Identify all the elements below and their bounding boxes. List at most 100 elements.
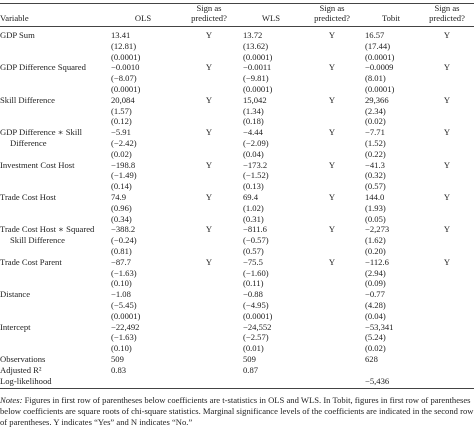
cell-line: −87.7 <box>111 256 131 267</box>
variable-name: GDP Difference Squared <box>0 62 86 73</box>
estimate-cell: −5.91 (−2.42) (0.02) <box>108 127 178 159</box>
cell-line: (0.22) <box>365 148 386 159</box>
cell-line: (0.96) <box>111 202 132 213</box>
cell-line: (0.02) <box>365 116 386 127</box>
variable-name: Investment Cost Host <box>0 159 75 170</box>
cell-line: (0.02) <box>365 343 386 354</box>
cell-line: 13.72 <box>243 30 263 40</box>
cell-line: (0.0001) <box>111 83 141 94</box>
cell-line: (0.11) <box>243 278 264 289</box>
sign-cell: Y <box>328 256 336 267</box>
column-header: Tobit <box>362 3 420 27</box>
cell-line: 20,084 <box>111 94 135 105</box>
estimate-cell: 509 <box>240 354 302 365</box>
table-body: GDP Sum 13.41 (12.81) (0.0001) Y 13.72 (13.62)… <box>0 27 474 390</box>
sign-cell: Y <box>443 30 451 40</box>
cell-line: 509 <box>243 353 256 364</box>
cell-line: (0.0001) <box>111 310 141 321</box>
estimate-cell: −0.0010 (−8.07) (0.0001) <box>108 62 178 94</box>
cell-line: (0.09) <box>365 278 386 289</box>
cell-line: (1.34) <box>243 105 264 116</box>
empty-cell <box>302 322 362 354</box>
empty-cell <box>178 289 240 321</box>
cell-line: −1.08 <box>111 289 131 300</box>
cell-line: (2.94) <box>365 267 386 278</box>
empty-cell <box>420 375 474 390</box>
cell-line: −41.3 <box>365 159 385 170</box>
variable-name: Log-likelihood <box>0 375 108 390</box>
cell-line: (0.04) <box>365 310 386 321</box>
estimate-cell: −388.2 (−0.24) (0.81) <box>108 224 178 256</box>
empty-cell <box>240 375 302 390</box>
cell-line: (−1.49) <box>111 170 137 181</box>
estimate-cell: 13.41 (12.81) (0.0001) <box>108 27 178 63</box>
estimate-cell: −75.5 (−1.60) (0.11) <box>240 257 302 289</box>
cell-line: (−1.60) <box>243 267 269 278</box>
table-row: Adjusted R² 0.83 0.87 <box>0 365 474 376</box>
estimate-cell: 0.83 <box>108 365 178 376</box>
table-row: Trade Cost Host 74.9 (0.96) (0.34) Y 69.4 (1.0… <box>0 192 474 224</box>
estimate-cell: −7.71 (1.52) (0.22) <box>362 127 420 159</box>
results-table: Variable OLS Sign as predicted? WLS Sign as … <box>0 3 474 390</box>
estimate-cell: −112.6 (2.94) (0.09) <box>362 257 420 289</box>
cell-line: (1.62) <box>365 235 386 246</box>
estimate-cell: −0.0011 (−9.81) (0.0001) <box>240 62 302 94</box>
estimate-cell: −87.7 (−1.63) (0.10) <box>108 257 178 289</box>
variable-name: Adjusted R² <box>0 364 42 375</box>
sign-cell: Y <box>205 256 213 267</box>
estimate-cell: 74.9 (0.96) (0.34) <box>108 192 178 224</box>
cell-line: −4.44 <box>243 127 263 138</box>
sign-cell: Y <box>328 159 336 170</box>
cell-line: (0.20) <box>365 245 386 256</box>
table-row: Skill Difference 20,084 (1.57) (0.12) Y 15,04… <box>0 95 474 127</box>
cell-line: (0.81) <box>111 245 132 256</box>
notes-text: Figures in first row of parentheses belo… <box>0 395 474 428</box>
cell-line: −811.6 <box>243 224 267 235</box>
estimate-cell: −22,492 (−1.63) (0.10) <box>108 322 178 354</box>
cell-line: 0.87 <box>243 364 259 375</box>
cell-line: −5,436 <box>365 375 390 386</box>
cell-line: (−0.24) <box>111 235 137 246</box>
empty-cell <box>302 354 362 365</box>
cell-line: (0.0001) <box>243 51 273 62</box>
sign-cell: Y <box>205 94 213 105</box>
cell-line: (0.32) <box>365 170 386 181</box>
sign-cell: Y <box>443 127 451 138</box>
cell-line: (0.0001) <box>243 83 273 94</box>
column-header: WLS <box>240 3 302 27</box>
estimate-cell: 69.4 (1.02) (0.31) <box>240 192 302 224</box>
estimate-cell: 628 <box>362 354 420 365</box>
variable-name: Trade Cost Parent <box>0 256 62 267</box>
variable-name: Trade Cost Host ∗ Squared Skill Differen… <box>0 224 95 246</box>
sign-cell: Y <box>443 191 451 202</box>
column-header: OLS <box>108 3 178 27</box>
variable-name: GDP Difference ∗ Skill Difference <box>0 127 82 148</box>
sign-cell: Y <box>205 62 213 73</box>
table-row: Trade Cost Parent −87.7 (−1.63) (0.10) Y −75.… <box>0 257 474 289</box>
cell-line: (17.44) <box>365 40 391 51</box>
cell-line: (1.57) <box>111 105 132 116</box>
variable-name: Trade Cost Host <box>0 191 57 202</box>
cell-line: (0.04) <box>243 148 264 159</box>
table-row: Observations 509 509 628 <box>0 354 474 365</box>
cell-line: −198.8 <box>111 159 136 170</box>
cell-line: (−0.57) <box>243 235 269 246</box>
cell-line: (12.81) <box>111 40 137 51</box>
cell-line: 69.4 <box>243 191 259 202</box>
cell-line: (0.10) <box>111 343 132 354</box>
estimate-cell: −1.08 (−5.45) (0.0001) <box>108 289 178 321</box>
cell-line: (8.01) <box>365 73 386 84</box>
cell-line: 29,366 <box>365 94 389 105</box>
cell-line: −53,341 <box>365 321 394 332</box>
cell-line: 13.41 <box>111 30 131 40</box>
cell-line: (13.62) <box>243 40 269 51</box>
column-header: Sign as predicted? <box>420 3 474 27</box>
variable-name: Observations <box>0 353 46 364</box>
header-row: Variable OLS Sign as predicted? WLS Sign as … <box>0 3 474 27</box>
notes: Notes: Figures in first row of parenthes… <box>0 395 474 428</box>
table-row: Log-likelihood −5,436 <box>0 375 474 390</box>
estimate-cell: −0.77 (4.28) (0.04) <box>362 289 420 321</box>
estimate-cell: 13.72 (13.62) (0.0001) <box>240 27 302 63</box>
cell-line: (5.24) <box>365 332 386 343</box>
sign-cell: Y <box>205 127 213 138</box>
